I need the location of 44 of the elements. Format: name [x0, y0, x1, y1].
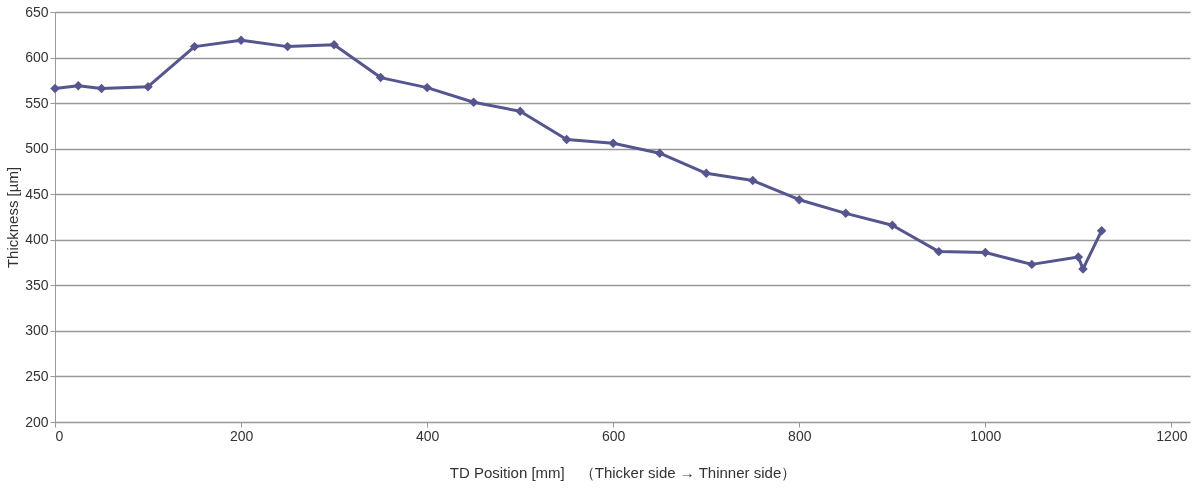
- point: [841, 208, 851, 219]
- point: [143, 81, 153, 92]
- y-tick-label: 550: [25, 94, 49, 111]
- point: [1096, 225, 1107, 236]
- x-tick-label: 600: [602, 427, 626, 444]
- x-tick-label: 800: [788, 427, 812, 444]
- y-tick-label: 200: [25, 413, 49, 430]
- y-tick-label: 250: [25, 367, 49, 384]
- y-tick-label: 450: [25, 185, 49, 202]
- point: [794, 194, 805, 205]
- point: [329, 40, 339, 50]
- y-tick-label: 500: [25, 140, 49, 157]
- point: [1073, 252, 1084, 262]
- point: [73, 81, 83, 91]
- point: [654, 148, 665, 158]
- point: [887, 220, 898, 230]
- y-tick-label: 600: [25, 49, 49, 66]
- point: [748, 175, 758, 186]
- point: [50, 83, 60, 94]
- point: [375, 72, 386, 83]
- y-tick-label: 300: [25, 322, 49, 339]
- point: [236, 35, 246, 45]
- x-axis-title: TD Position [mm] （Thicker side → Thinner side）: [449, 463, 797, 481]
- x-tick-label: 0: [55, 427, 64, 444]
- x-tick-label: 200: [229, 427, 254, 444]
- point: [980, 247, 991, 258]
- point: [468, 97, 479, 107]
- y-tick-label: 400: [25, 231, 49, 248]
- x-tick-label: 1000: [970, 427, 1002, 444]
- point: [282, 41, 293, 52]
- point: [608, 138, 618, 148]
- x-tick-label: 400: [415, 427, 440, 444]
- point: [701, 168, 711, 179]
- point: [515, 106, 525, 117]
- y-axis-title: Thickness [µm]: [4, 166, 22, 269]
- point: [422, 82, 432, 93]
- point: [934, 246, 944, 257]
- point: [96, 83, 107, 94]
- y-tick-label: 650: [25, 3, 49, 20]
- x-tick-label: 1200: [1156, 427, 1188, 444]
- point: [189, 41, 200, 52]
- point: [561, 134, 572, 145]
- point: [1027, 259, 1037, 270]
- y-tick-label: 350: [25, 276, 49, 293]
